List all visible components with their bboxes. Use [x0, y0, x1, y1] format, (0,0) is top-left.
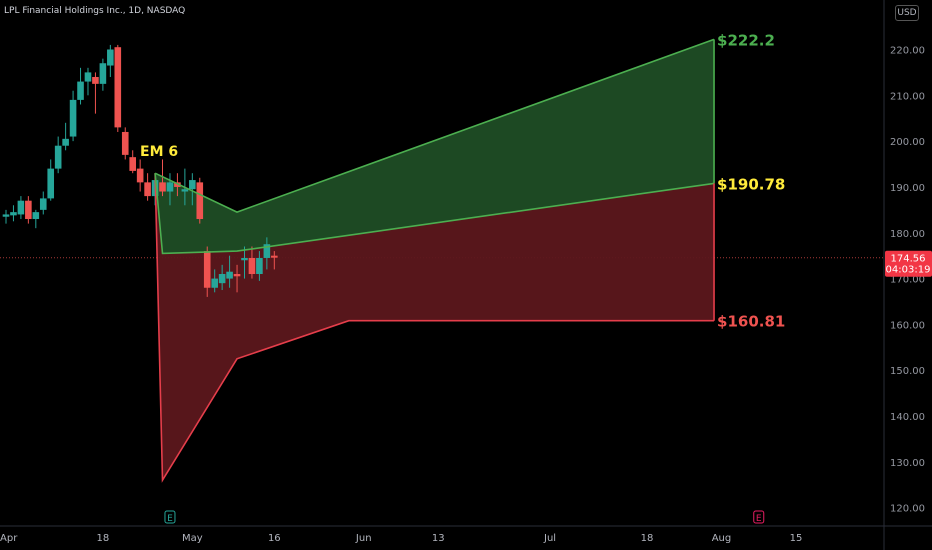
candle-body	[2, 214, 10, 217]
candle-body	[17, 200, 25, 215]
upper-bound-line	[154, 38, 715, 213]
x-tick-label: Apr	[0, 533, 18, 544]
candle-body	[159, 182, 166, 192]
candle-body	[107, 49, 114, 66]
y-tick-label: 160.00	[890, 320, 925, 331]
currency-button[interactable]: USD	[895, 5, 919, 21]
earnings-marker	[753, 510, 765, 524]
bar-countdown: 04:03:19	[886, 265, 931, 276]
last-price-tag	[885, 250, 932, 277]
candle-body	[181, 189, 189, 192]
y-tick-label: 190.00	[890, 183, 925, 194]
expected-move-area	[155, 39, 715, 481]
earnings-marker-label: E	[167, 514, 173, 524]
expected-move-label: EM 6	[140, 144, 178, 160]
x-tick-label: 16	[268, 533, 281, 544]
candle-body	[92, 76, 99, 84]
candle-body	[39, 198, 47, 210]
candle-body	[77, 81, 84, 100]
lower-expected-range-area	[155, 173, 715, 481]
y-tick-label: 210.00	[890, 91, 925, 102]
x-tick-label: Jul	[543, 533, 556, 544]
x-tick-label: 15	[790, 533, 803, 544]
y-tick-label: 140.00	[890, 412, 925, 423]
candle-body	[166, 182, 174, 192]
price-target-label: $190.78	[717, 175, 785, 193]
candle-body	[256, 257, 263, 274]
candle-body	[69, 99, 77, 137]
y-tick-label: 180.00	[890, 229, 925, 240]
earnings-marker-label: E	[756, 514, 762, 524]
candle-body	[203, 251, 211, 288]
candle-body	[144, 182, 151, 197]
y-tick-label: 130.00	[890, 458, 925, 469]
candle-body	[32, 212, 40, 220]
candle-body	[54, 145, 62, 169]
candle-body	[263, 244, 271, 258]
candle-body	[10, 212, 17, 216]
candle-body	[211, 278, 218, 288]
x-axis[interactable]: Apr 18 May 16 Jun 13 Jul 18 Aug 15	[0, 525, 932, 544]
candle-body	[121, 131, 129, 155]
candle-body	[62, 138, 69, 146]
candle-body	[196, 182, 204, 220]
x-tick-label: Aug	[712, 533, 732, 544]
chart-title: LPL Financial Holdings Inc., 1D, NASDAQ	[4, 6, 186, 16]
upper-expected-range-area	[155, 39, 715, 254]
x-tick-label: May	[182, 533, 203, 544]
candlestick-series	[2, 44, 278, 297]
earnings-marker	[164, 510, 176, 524]
x-tick-label: Jun	[355, 533, 372, 544]
price-target-label: $160.81	[717, 313, 785, 331]
candle-body	[218, 274, 226, 284]
candle-body	[248, 257, 256, 274]
y-tick-label: 220.00	[890, 45, 925, 56]
candle-body	[129, 157, 137, 171]
candle-body	[47, 168, 55, 199]
y-axis[interactable]: 120.00 130.00 140.00 150.00 160.00 170.00 180.…	[883, 0, 925, 550]
lower-bound-line	[154, 173, 714, 483]
x-tick-label: 18	[641, 533, 654, 544]
price-target-label: $222.2	[717, 31, 775, 49]
x-tick-label: 18	[97, 533, 110, 544]
candle-body	[226, 271, 233, 279]
candle-body	[136, 168, 144, 183]
candle-body	[114, 47, 122, 128]
candle-body	[25, 200, 32, 220]
y-tick-label: 120.00	[890, 504, 925, 515]
mid-line	[154, 173, 715, 255]
y-tick-label: 150.00	[890, 366, 925, 377]
expected-move-lines	[154, 38, 715, 483]
candle-body	[233, 274, 241, 277]
candle-body	[241, 257, 248, 261]
x-tick-label: 13	[432, 533, 445, 544]
last-price-value: 174.56	[891, 254, 926, 265]
candle-body	[99, 63, 107, 84]
candle-body	[84, 72, 92, 82]
candle-body	[189, 180, 196, 190]
y-tick-label: 170.00	[890, 275, 925, 286]
y-tick-label: 200.00	[890, 137, 925, 148]
candle-body	[271, 255, 278, 258]
